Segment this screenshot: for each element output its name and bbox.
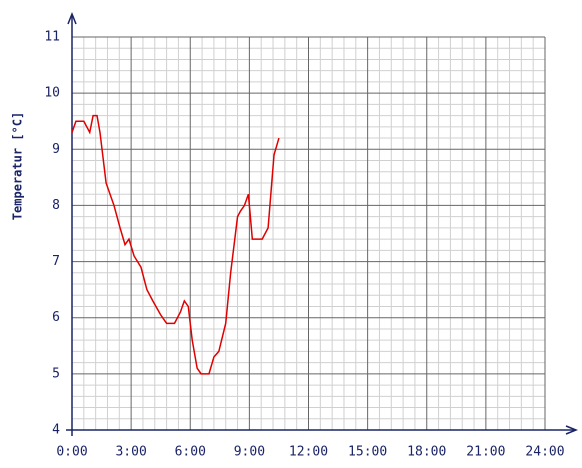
- y-axis-label: Temperatur [°C]: [11, 112, 25, 220]
- y-tick-label: 11: [44, 30, 60, 45]
- x-tick-label: 9:00: [234, 445, 265, 460]
- y-tick-label: 8: [52, 198, 60, 213]
- x-tick-label: 12:00: [289, 445, 328, 460]
- y-tick-label: 7: [52, 254, 60, 269]
- y-tick-label: 5: [52, 366, 60, 381]
- y-axis-arrow: [67, 11, 77, 25]
- y-tick-label: 10: [44, 86, 60, 101]
- x-tick-label: 6:00: [175, 445, 206, 460]
- x-tick-label: 21:00: [466, 445, 505, 460]
- y-tick-label: 6: [52, 310, 60, 325]
- x-tick-label: 3:00: [115, 445, 146, 460]
- x-axis-arrow: [565, 425, 579, 435]
- x-tick-label: 24:00: [525, 445, 564, 460]
- x-tick-label: 18:00: [407, 445, 446, 460]
- x-tick-label: 15:00: [348, 445, 387, 460]
- y-tick-label: 4: [52, 423, 60, 438]
- data-line: [71, 114, 280, 375]
- y-tick-label: 9: [52, 142, 60, 157]
- x-tick-label: 0:00: [56, 445, 87, 460]
